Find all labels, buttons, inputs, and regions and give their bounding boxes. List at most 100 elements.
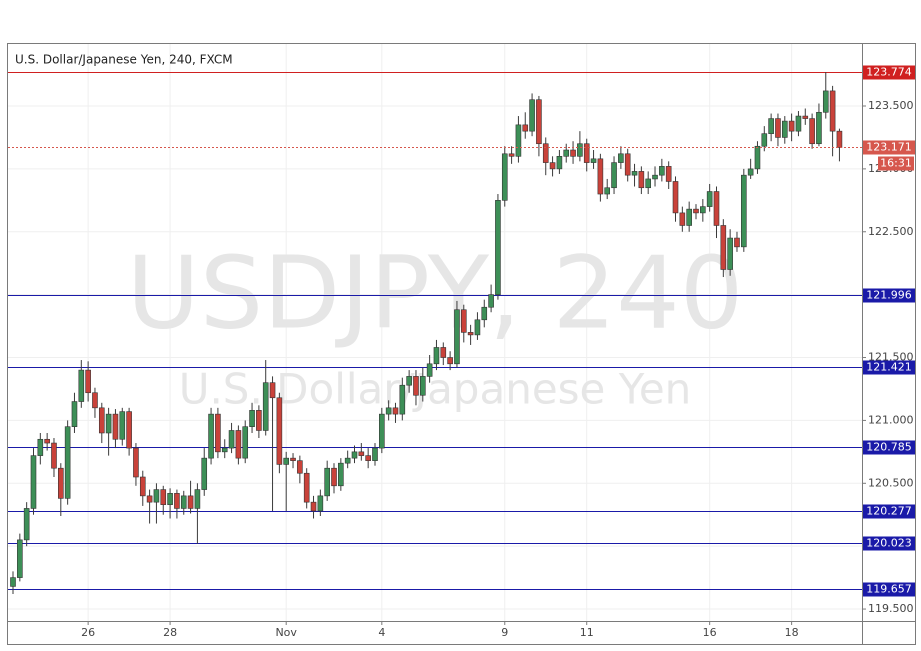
candle-body: [51, 442, 57, 469]
candle-body: [297, 460, 303, 474]
watermark: USDJPY, 240: [127, 234, 744, 351]
candle-body: [638, 171, 645, 189]
candle-body: [624, 153, 631, 176]
candle-body: [665, 166, 672, 182]
candle-body: [542, 143, 549, 163]
candle-body: [262, 382, 269, 431]
candle-body: [269, 382, 276, 399]
candle-body: [515, 124, 522, 157]
candle-body: [604, 187, 611, 195]
candle-body: [133, 447, 139, 478]
x-tick-label: 11: [580, 626, 594, 639]
grid: [8, 44, 862, 621]
candle-body: [822, 90, 829, 113]
level-label: 121.996: [866, 289, 912, 302]
level-badge: [863, 536, 915, 551]
candle-body: [454, 309, 460, 365]
level-label: 120.023: [866, 537, 912, 550]
candle-body: [495, 200, 501, 295]
candle-body: [372, 447, 378, 461]
countdown-badge: [878, 156, 914, 171]
candle-body: [119, 411, 126, 440]
candle-body: [153, 489, 160, 503]
y-tick-label: 122.500: [868, 225, 914, 238]
candle-body: [385, 407, 392, 415]
candle-body: [235, 430, 242, 459]
candle-body: [611, 162, 617, 189]
candle-body: [761, 133, 768, 147]
candle-body: [809, 118, 815, 145]
candle-body: [338, 462, 344, 487]
candle-body: [392, 407, 399, 415]
candle-body: [590, 158, 597, 163]
candle-body: [85, 369, 91, 394]
candle-body: [440, 347, 447, 358]
candle-body: [529, 99, 535, 132]
candle-body: [645, 178, 651, 189]
level-label: 120.785: [866, 441, 912, 454]
candle-body: [187, 495, 194, 509]
level-badge: [863, 440, 915, 455]
candle-body: [194, 489, 201, 509]
candle-body: [317, 495, 324, 512]
candle-body: [249, 410, 255, 427]
candle-body: [563, 149, 570, 157]
candle-body: [379, 413, 385, 449]
y-tick-label: 123.500: [868, 99, 914, 112]
candle-body: [836, 130, 843, 148]
candle-body: [126, 411, 132, 449]
candle-body: [78, 369, 85, 402]
candle-body: [351, 451, 358, 459]
candle-body: [112, 413, 119, 440]
candle-body: [631, 171, 638, 176]
candle-body: [406, 376, 412, 386]
candle-body: [597, 158, 604, 195]
level-badge: [863, 65, 915, 80]
candle-body: [488, 294, 494, 308]
candle-body: [167, 493, 173, 505]
candle-body: [781, 120, 788, 138]
candle-body: [413, 376, 419, 396]
candle-body: [174, 493, 180, 509]
candle-body: [139, 476, 146, 497]
candle-body: [754, 145, 761, 170]
countdown-label: 16:31: [880, 157, 912, 170]
candle-body: [775, 118, 781, 138]
candle-body: [549, 162, 556, 170]
candle-body: [331, 467, 337, 487]
candle-body: [713, 191, 720, 226]
level-label: 123.774: [866, 66, 912, 79]
candle-body: [71, 401, 78, 427]
y-tick-label: 119.500: [868, 602, 914, 615]
candle-body: [727, 237, 733, 270]
candle-body: [256, 410, 262, 431]
level-badge: [863, 360, 915, 375]
candle-body: [795, 115, 802, 132]
candle-body: [672, 181, 679, 214]
candle-body: [228, 430, 235, 449]
candle-body: [570, 149, 576, 157]
candle-body: [618, 153, 624, 163]
candle-body: [734, 237, 740, 248]
candle-body: [358, 451, 365, 456]
candle-body: [522, 124, 529, 132]
candle-body: [419, 376, 426, 396]
candle-body: [221, 447, 228, 453]
candle-body: [768, 118, 774, 134]
candle-body: [460, 309, 467, 333]
candle-body: [659, 166, 665, 176]
candle-body: [700, 206, 706, 214]
candle-body: [556, 156, 563, 170]
x-tick-label: 9: [501, 626, 508, 639]
candle-body: [508, 153, 515, 157]
candle-body: [58, 467, 64, 499]
candle-body: [290, 457, 296, 461]
y-tick-label: 121.000: [868, 413, 914, 426]
candle-body: [276, 397, 283, 465]
candle-body: [160, 489, 167, 505]
candle-body: [201, 457, 208, 490]
x-tick-label: 28: [163, 626, 177, 639]
candle-body: [501, 153, 508, 201]
